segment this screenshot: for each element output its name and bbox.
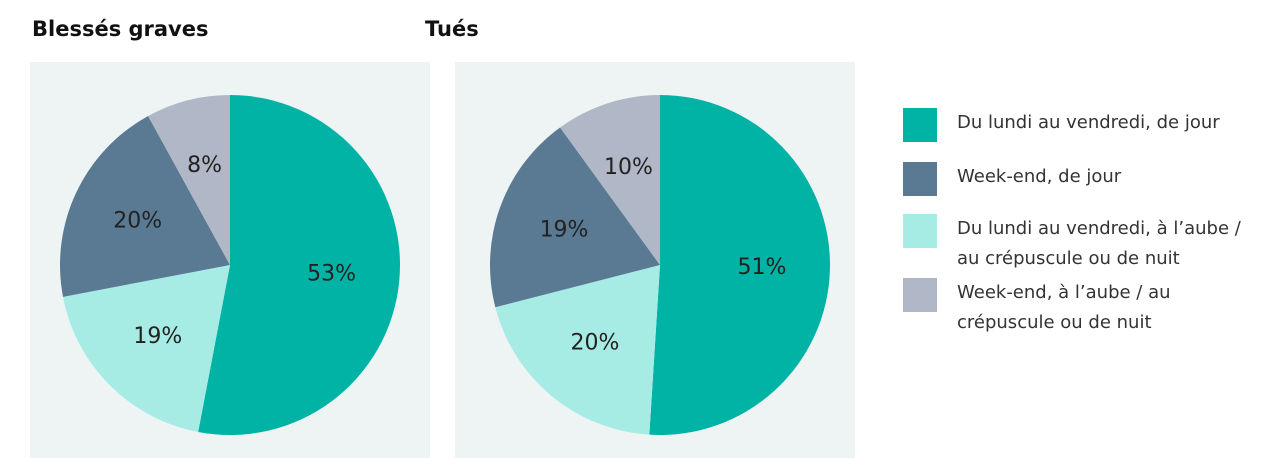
data-label: 8% xyxy=(187,153,222,178)
legend-item: Week-end, à l’aube / au crépuscule ou de… xyxy=(903,278,1243,338)
data-label: 10% xyxy=(604,155,653,180)
pie-slice xyxy=(198,94,401,435)
legend-label: Du lundi au vendredi, de jour xyxy=(957,112,1220,133)
pie-slice xyxy=(63,265,230,432)
legend-swatch xyxy=(903,278,937,312)
legend-swatch xyxy=(903,214,937,248)
pie-slice xyxy=(560,95,660,265)
legend-item: Du lundi au vendredi, de jour xyxy=(903,108,1243,142)
data-label: 20% xyxy=(113,209,162,234)
charts: Blessés graves 53% 19% 20% 8% Tués 51% 20% 19% 10… xyxy=(30,17,855,458)
pie-slice xyxy=(649,95,830,435)
data-label: 53% xyxy=(307,262,356,287)
data-label: 19% xyxy=(133,324,182,349)
data-label: 51% xyxy=(737,255,786,280)
legend-item: Week-end, de jour xyxy=(903,162,1243,196)
legend-swatch xyxy=(903,108,937,142)
legend-label: Du lundi au vendredi, à l’aube / au crép… xyxy=(957,218,1241,269)
legend-label: Week-end, à l’aube / au crépuscule ou de… xyxy=(957,282,1171,333)
pie-slice xyxy=(495,265,660,435)
legend: Du lundi au vendredi, de jour Week-end, d… xyxy=(903,108,1243,338)
chart-title: Blessés graves xyxy=(32,17,209,41)
legend-label: Week-end, de jour xyxy=(957,166,1122,187)
pie-slice xyxy=(148,95,230,265)
legend-swatch xyxy=(903,162,937,196)
data-label: 19% xyxy=(540,217,589,242)
chart-title: Tués xyxy=(425,17,479,41)
legend-item: Du lundi au vendredi, à l’aube / au crép… xyxy=(903,214,1243,274)
data-label: 20% xyxy=(571,331,620,356)
pie-slice xyxy=(59,116,230,297)
pie-slice xyxy=(489,127,660,308)
